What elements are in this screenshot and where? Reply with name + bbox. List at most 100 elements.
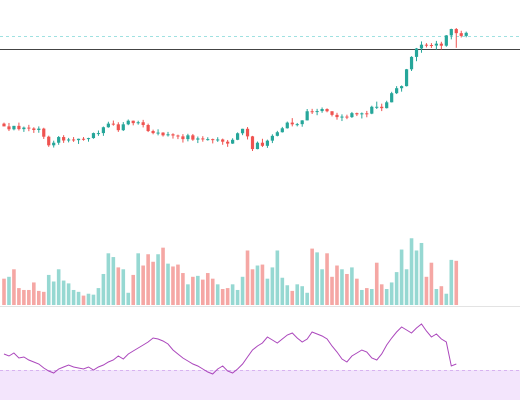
volume-bar [111,257,116,305]
candle-body [47,136,51,146]
volume-bar [235,289,240,305]
volume-bar [12,269,16,305]
volume-bar [250,269,255,305]
volume-bar [295,284,300,305]
candle-body [91,133,96,139]
candle-body [305,111,309,121]
candle-body [409,56,414,70]
candle-body [245,128,250,137]
candle-body [340,116,344,118]
candle-body [126,120,130,125]
volume-bar [156,254,160,305]
candle-body [270,135,274,141]
volume-bar [325,253,329,305]
volume-panel [2,238,459,305]
volume-bar [136,253,140,305]
volume-bar [32,282,36,305]
candle-body [42,128,46,137]
volume-bar [444,293,449,305]
candle-body [52,142,56,146]
volume-bar [36,290,41,305]
candle-body [265,140,270,146]
candle-body [216,139,220,141]
volume-bar [166,263,170,305]
candle-body [449,29,453,36]
volume-bar [424,276,429,305]
volume-bar [186,284,190,305]
volume-bar [280,277,285,305]
volume-bar [81,295,86,305]
candle-body [156,132,160,134]
volume-bar [225,288,230,305]
candle-body [146,125,150,132]
volume-bar [290,290,295,305]
candle-body [136,122,140,124]
volume-bar [56,269,61,305]
volume-bar [116,267,121,305]
candle-body [385,102,389,109]
volume-bar [285,285,290,305]
candle-body [62,137,66,141]
candle-body [141,122,145,126]
candle-body [240,128,245,134]
candle-body [151,131,155,134]
candle-body [250,136,255,150]
candle-body [360,113,364,115]
candle-body [166,134,170,136]
volume-bar [310,248,314,305]
volume-bar [101,273,106,305]
volume-bar [205,273,210,305]
candle-body [464,32,468,36]
candle-body [400,86,404,89]
volume-bar [300,286,304,305]
volume-bar [161,247,165,305]
volume-bar [404,269,409,305]
candle-body [176,135,180,137]
volume-bar [51,281,56,305]
candle-body [235,133,240,140]
volume-bar [96,288,101,305]
volume-bar [350,267,354,305]
candle-body [429,45,434,47]
candle-body [17,125,21,130]
volume-bar [260,264,265,305]
candle-body [67,139,71,141]
volume-bar [240,276,245,305]
candle-body [390,93,394,103]
candle-body [414,48,419,57]
candle-body [320,109,324,112]
volume-bar [340,269,344,305]
candle-body [86,138,91,140]
volume-bar [394,272,399,305]
candle-body [131,120,135,124]
volume-bar [22,289,26,305]
volume-bar [151,261,155,305]
candle-body [7,126,11,130]
candle-body [101,127,105,134]
candle-body [12,125,16,130]
candle-body [260,142,265,146]
volume-bar [41,291,46,305]
candle-body [81,138,86,140]
volume-bar [191,276,195,305]
volume-bar [76,291,81,305]
volume-bar [355,278,359,305]
candle-body [395,88,399,94]
candle-body [106,123,110,128]
candle-body [116,124,120,131]
volume-bar [27,289,31,305]
candle-body [350,113,354,118]
volume-bar [146,254,150,305]
candle-body [424,44,429,46]
volume-bar [320,269,324,305]
volume-bar [245,250,250,305]
candle-body [186,135,190,140]
volume-bar [141,265,145,305]
volume-bar [389,282,394,305]
volume-bar [379,284,384,305]
volume-bar [270,267,275,305]
volume-bar [374,262,379,305]
volume-bar [66,283,71,305]
volume-bar [365,288,369,305]
